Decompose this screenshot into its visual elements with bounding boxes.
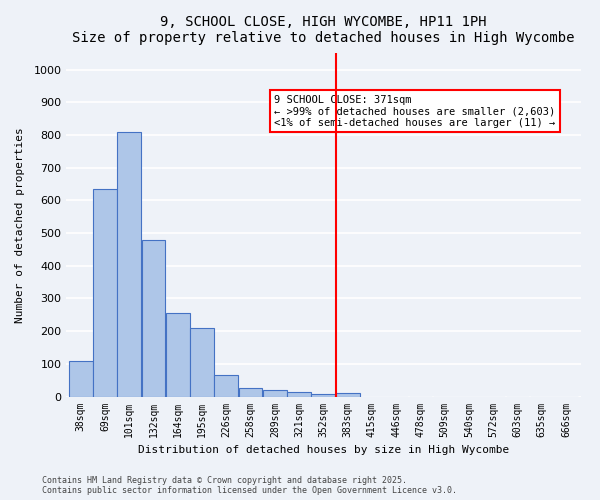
- Bar: [287, 392, 311, 396]
- Bar: [190, 328, 214, 396]
- Bar: [263, 390, 287, 396]
- Bar: [214, 376, 238, 396]
- Bar: [142, 240, 166, 396]
- Y-axis label: Number of detached properties: Number of detached properties: [15, 127, 25, 323]
- Text: Contains HM Land Registry data © Crown copyright and database right 2025.
Contai: Contains HM Land Registry data © Crown c…: [42, 476, 457, 495]
- Text: 9 SCHOOL CLOSE: 371sqm
← >99% of detached houses are smaller (2,603)
<1% of semi: 9 SCHOOL CLOSE: 371sqm ← >99% of detache…: [274, 94, 556, 128]
- Bar: [118, 132, 141, 396]
- Bar: [336, 394, 359, 396]
- Bar: [166, 313, 190, 396]
- Bar: [69, 360, 92, 396]
- Bar: [239, 388, 262, 396]
- X-axis label: Distribution of detached houses by size in High Wycombe: Distribution of detached houses by size …: [138, 445, 509, 455]
- Bar: [93, 189, 117, 396]
- Title: 9, SCHOOL CLOSE, HIGH WYCOMBE, HP11 1PH
Size of property relative to detached ho: 9, SCHOOL CLOSE, HIGH WYCOMBE, HP11 1PH …: [72, 15, 575, 45]
- Bar: [311, 394, 335, 396]
